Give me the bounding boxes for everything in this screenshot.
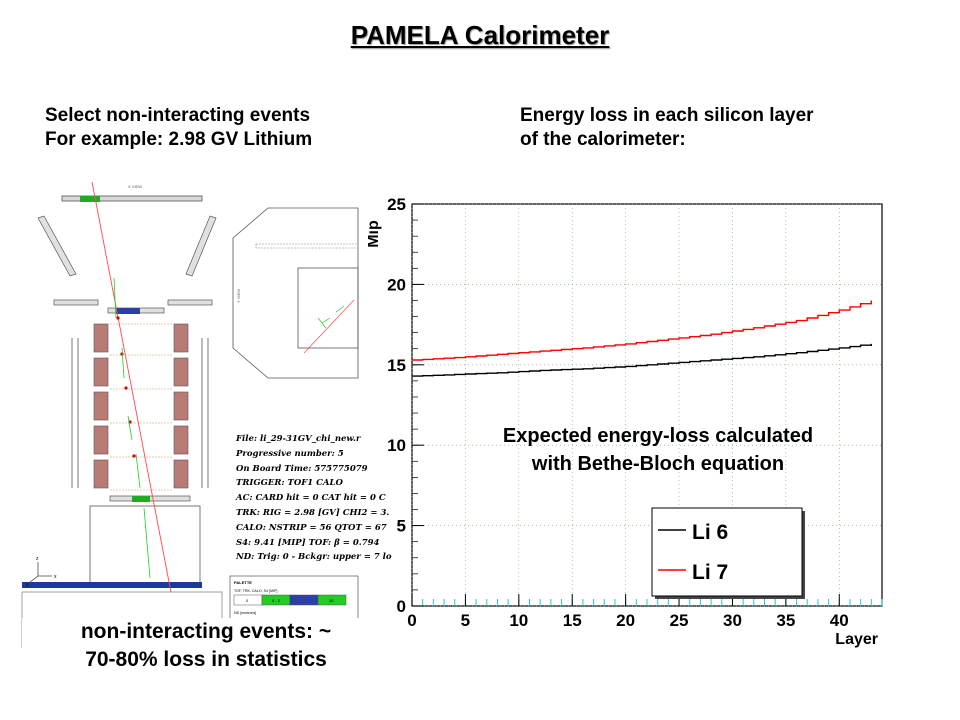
magnet-block <box>93 425 109 455</box>
tof-mid-left <box>53 299 99 306</box>
magnet-block <box>173 357 189 387</box>
info-line: S4: 9.41 [MIP] TOF: β = 0.794 <box>236 538 380 548</box>
y-tick-label: 15 <box>387 356 406 375</box>
shield-right <box>185 215 217 277</box>
axis-x-label: x <box>54 574 57 580</box>
info-line: AC: CARD hit = 0 CAT hit = 0 C <box>236 493 386 503</box>
magnet-block <box>173 323 189 353</box>
y-axis-label: Mip <box>368 220 382 248</box>
y-tick-label: 0 <box>397 597 406 616</box>
info-line: ND: Trig: 0 - Bckgr: upper = 7 lo <box>236 552 392 562</box>
plot-frame <box>411 203 883 607</box>
magnet-block <box>173 425 189 455</box>
right-caption: Energy loss in each silicon layer of the… <box>520 104 950 152</box>
bottom-caption: non-interacting events: ~ 70-80% loss in… <box>22 618 390 674</box>
magnet-block <box>93 391 109 421</box>
info-line: Progressive number: 5 <box>236 449 344 459</box>
bottom-caption-line1: non-interacting events: ~ <box>80 620 332 643</box>
y-view-box <box>297 267 359 349</box>
palette-cell-label: 0 - 2 <box>272 598 281 603</box>
palette-cell-label: 0 <box>246 598 249 603</box>
x-tick-label: 40 <box>830 611 849 630</box>
tof-bottom-hit <box>132 496 150 502</box>
palette-nd-label: ND [neutrons] <box>234 611 256 615</box>
tof-top-hit <box>80 196 100 202</box>
y-view-label: Y VIEW <box>236 289 241 303</box>
tof-top-paddle <box>61 195 203 202</box>
bottom-caption-line2: 70-80% loss in statistics <box>85 648 327 671</box>
magnet-block <box>173 391 189 421</box>
y-tick-label: 5 <box>397 517 406 536</box>
green-hits <box>113 277 151 579</box>
x-tick-label: 10 <box>509 611 528 630</box>
x-tick-label: 0 <box>407 611 416 630</box>
s4-scintillator <box>22 582 202 588</box>
right-caption-line1: Energy loss in each silicon layer <box>520 105 814 126</box>
left-caption-line2: For example: 2.98 GV Lithium <box>45 129 313 150</box>
legend-label: Li 7 <box>692 561 728 584</box>
legend-label: Li 6 <box>692 521 728 544</box>
axis-z-label: z <box>36 556 39 562</box>
info-line: TRIGGER: TOF1 CALO <box>236 478 343 488</box>
palette-cell-label: 10 <box>329 598 334 603</box>
magnet-block <box>93 357 109 387</box>
x-tick-label: 15 <box>563 611 582 630</box>
y-tick-label: 10 <box>387 436 406 455</box>
right-caption-line2: of the calorimeter: <box>520 129 686 150</box>
info-line: File: li_29-31GV_chi_new.r <box>236 434 361 444</box>
tof-mid-right <box>167 299 213 306</box>
series-line-li-6 <box>412 343 872 377</box>
y-view-hits <box>317 305 345 329</box>
info-line: CALO: NSTRIP = 56 QTOT = 67 <box>236 523 387 533</box>
left-caption-line1: Select non-interacting events <box>45 105 311 126</box>
magnet-block <box>93 459 109 489</box>
x-tick-label: 20 <box>616 611 635 630</box>
annotation-line2: with Bethe-Bloch equation <box>531 453 784 475</box>
palette-header: TOF, TRK, CALO, S4 [MIP] <box>234 589 277 593</box>
track-hits <box>116 316 136 458</box>
tracker-planes <box>110 323 172 491</box>
left-caption: Select non-interacting events For exampl… <box>45 104 425 152</box>
palette-title: PALETTE <box>234 580 252 585</box>
chart-svg: 0 5 10 15 20 25 30 35 40 0 5 10 15 20 25 Layer Mip Expect… <box>365 195 883 648</box>
particle-track <box>91 181 175 609</box>
annotation-line1: Expected energy-loss calculated <box>503 425 813 447</box>
x-view-label: X VIEW <box>128 184 142 189</box>
info-line: On Board Time: 575775079 <box>236 464 368 474</box>
palette-cell <box>289 594 319 606</box>
magnet-block <box>173 459 189 489</box>
energy-loss-chart: 0 5 10 15 20 25 30 35 40 0 5 10 15 20 25 Layer Mip Expect… <box>365 188 888 658</box>
y-view-track <box>303 299 355 354</box>
palette-cell <box>317 594 347 606</box>
shield-left <box>37 215 77 277</box>
event-display: X VIEW <box>18 178 392 649</box>
x-tick-label: 30 <box>723 611 742 630</box>
x-axis-label: Layer <box>835 631 878 648</box>
tof-mid-hit <box>116 308 140 314</box>
info-line: TRK: RIG = 2.98 [GV] CHI2 = 3. <box>236 508 390 518</box>
y-view-plane <box>255 243 359 249</box>
x-tick-label: 25 <box>670 611 689 630</box>
x-tick-label: 35 <box>776 611 795 630</box>
y-tick-label: 25 <box>387 195 406 214</box>
legend-box <box>651 507 803 597</box>
series-line-li-7 <box>412 300 872 361</box>
axes-icon <box>29 562 52 583</box>
y-view-outline <box>232 207 359 379</box>
x-tick-label: 5 <box>461 611 470 630</box>
magnet-block <box>93 323 109 353</box>
y-tick-label: 20 <box>387 275 406 294</box>
axis-y-label: y <box>26 582 29 588</box>
detector-diagram: X VIEW <box>21 181 359 649</box>
page-title: PAMELA Calorimeter <box>350 20 610 50</box>
